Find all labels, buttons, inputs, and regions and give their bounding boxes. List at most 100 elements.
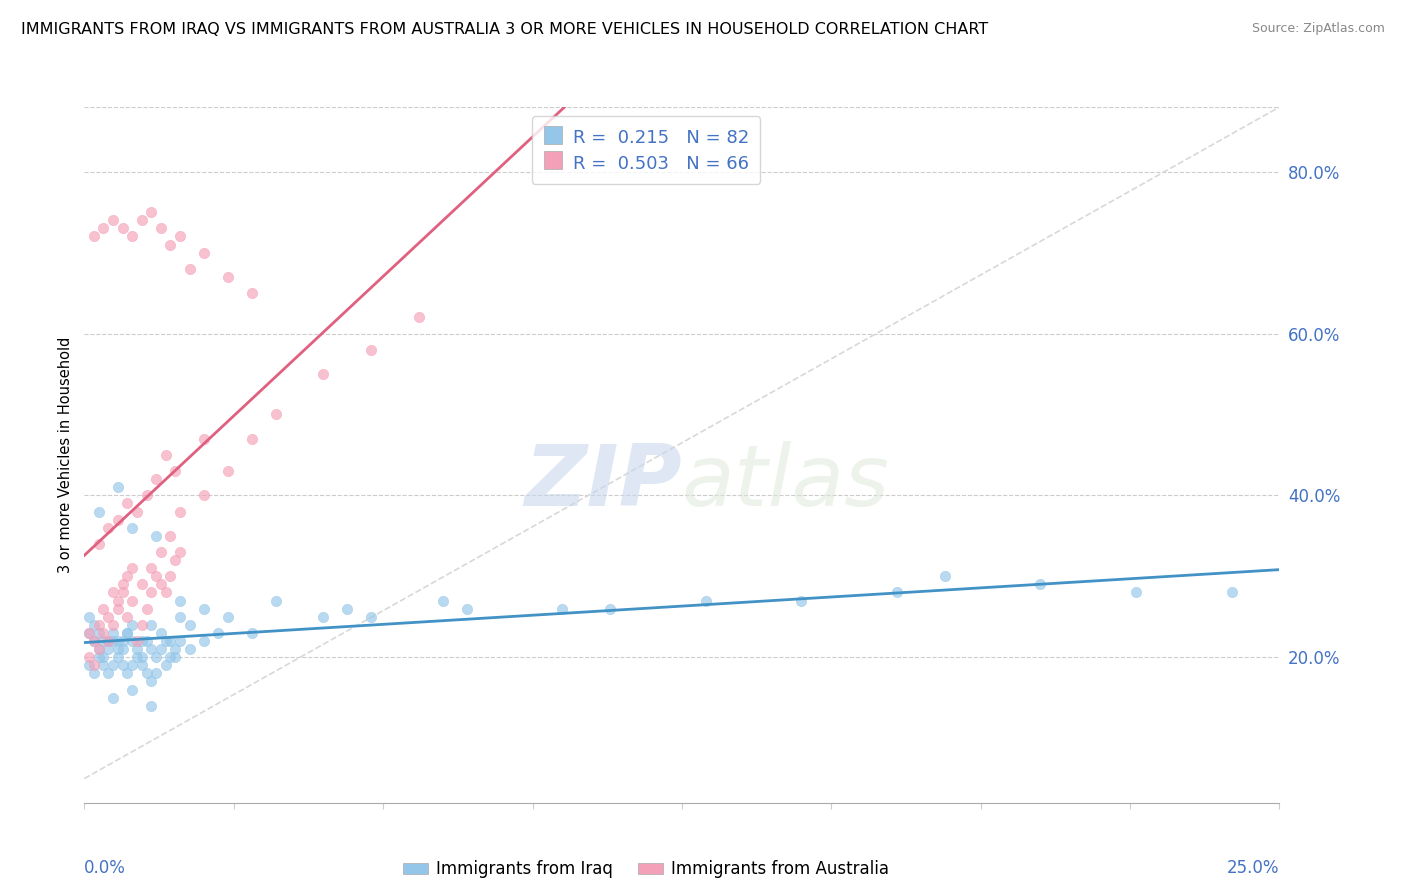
Point: [117, 609, 139, 624]
Point: [141, 585, 163, 599]
Point: [149, 545, 172, 559]
Point: [179, 617, 201, 632]
Point: [117, 496, 139, 510]
Point: [97, 642, 120, 657]
Point: [101, 626, 124, 640]
Point: [97, 609, 120, 624]
Point: [97, 634, 120, 648]
Point: [159, 569, 181, 583]
Point: [141, 561, 163, 575]
Point: [125, 650, 148, 665]
Point: [87, 642, 110, 657]
Point: [312, 367, 335, 381]
Point: [121, 682, 143, 697]
Point: [87, 642, 110, 657]
Point: [77, 626, 100, 640]
Point: [107, 513, 129, 527]
Point: [111, 658, 134, 673]
Point: [456, 601, 478, 615]
Point: [83, 617, 105, 632]
Point: [117, 569, 139, 583]
Point: [193, 432, 215, 446]
Point: [141, 642, 163, 657]
Point: [408, 310, 430, 325]
Point: [145, 666, 167, 681]
Point: [159, 634, 181, 648]
Point: [125, 504, 148, 518]
Point: [101, 213, 124, 227]
Point: [77, 658, 100, 673]
Point: [165, 642, 187, 657]
Text: ZIP: ZIP: [524, 442, 682, 524]
Point: [121, 229, 143, 244]
Point: [83, 634, 105, 648]
Text: atlas: atlas: [682, 442, 890, 524]
Point: [179, 261, 201, 276]
Point: [97, 634, 120, 648]
Point: [155, 448, 177, 462]
Point: [117, 666, 139, 681]
Point: [432, 593, 454, 607]
Point: [83, 229, 105, 244]
Point: [77, 650, 100, 665]
Point: [87, 537, 110, 551]
Point: [121, 521, 143, 535]
Point: [87, 626, 110, 640]
Point: [695, 593, 717, 607]
Point: [131, 577, 153, 591]
Point: [87, 650, 110, 665]
Point: [169, 609, 191, 624]
Point: [111, 585, 134, 599]
Point: [145, 650, 167, 665]
Point: [101, 617, 124, 632]
Point: [193, 601, 215, 615]
Point: [217, 269, 239, 284]
Point: [107, 650, 129, 665]
Point: [135, 601, 157, 615]
Point: [217, 609, 239, 624]
Point: [121, 617, 143, 632]
Point: [93, 626, 115, 640]
Point: [1125, 585, 1147, 599]
Point: [155, 585, 177, 599]
Point: [149, 642, 172, 657]
Point: [217, 464, 239, 478]
Point: [77, 626, 100, 640]
Point: [101, 634, 124, 648]
Point: [336, 601, 359, 615]
Point: [149, 626, 172, 640]
Point: [149, 221, 172, 235]
Point: [131, 617, 153, 632]
Point: [312, 609, 335, 624]
Point: [131, 213, 153, 227]
Point: [111, 634, 134, 648]
Point: [159, 237, 181, 252]
Point: [551, 601, 574, 615]
Point: [125, 634, 148, 648]
Point: [886, 585, 908, 599]
Point: [141, 205, 163, 219]
Text: 25.0%: 25.0%: [1227, 859, 1279, 878]
Point: [121, 658, 143, 673]
Point: [83, 634, 105, 648]
Point: [360, 343, 382, 357]
Point: [87, 617, 110, 632]
Point: [155, 658, 177, 673]
Point: [1220, 585, 1243, 599]
Point: [97, 521, 120, 535]
Point: [193, 634, 215, 648]
Point: [599, 601, 621, 615]
Point: [1029, 577, 1052, 591]
Point: [121, 561, 143, 575]
Text: IMMIGRANTS FROM IRAQ VS IMMIGRANTS FROM AUSTRALIA 3 OR MORE VEHICLES IN HOUSEHOL: IMMIGRANTS FROM IRAQ VS IMMIGRANTS FROM …: [21, 22, 988, 37]
Point: [165, 464, 187, 478]
Point: [125, 642, 148, 657]
Point: [165, 650, 187, 665]
Point: [193, 488, 215, 502]
Point: [117, 626, 139, 640]
Point: [193, 245, 215, 260]
Point: [790, 593, 813, 607]
Point: [101, 585, 124, 599]
Point: [131, 658, 153, 673]
Point: [131, 650, 153, 665]
